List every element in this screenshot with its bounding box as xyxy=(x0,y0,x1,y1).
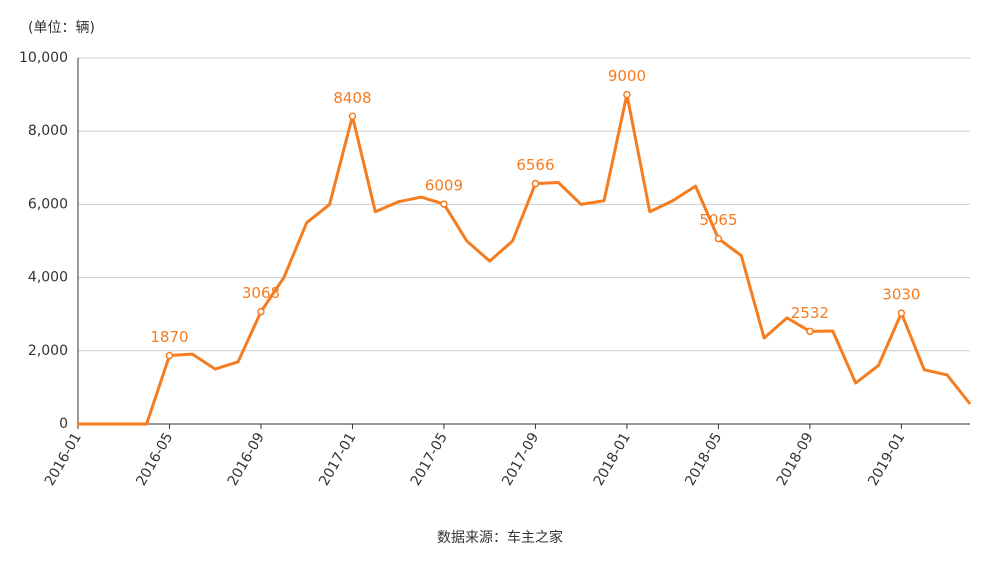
point xyxy=(348,112,357,121)
x-tick-label: 2017-05 xyxy=(408,430,451,489)
x-tick-label: 2016-09 xyxy=(225,430,268,489)
x-tick-label: 2018-01 xyxy=(591,430,634,489)
point xyxy=(623,90,631,99)
point xyxy=(714,234,723,243)
y-tick-label: 4,000 xyxy=(28,270,68,286)
value-label: 1870 xyxy=(150,328,188,346)
y-tick-label: 2,000 xyxy=(28,343,68,359)
x-tick-label: 2016-01 xyxy=(42,430,85,489)
point xyxy=(531,179,540,188)
value-label: 8408 xyxy=(333,89,371,107)
line xyxy=(78,93,972,426)
x-tick-label: 2016-05 xyxy=(133,430,176,489)
value-label: 6566 xyxy=(516,156,554,174)
value-label: 6009 xyxy=(425,177,463,195)
value-label: 2532 xyxy=(791,304,829,322)
x-tick-label: 2018-05 xyxy=(682,430,725,489)
x-tick-label: 2018-09 xyxy=(774,430,817,489)
y-tick-label: 6,000 xyxy=(28,196,68,212)
point xyxy=(440,200,448,208)
source: 数据来源：车主之家 xyxy=(437,529,563,546)
point xyxy=(806,327,814,336)
y-tick-label: 10,000 xyxy=(19,50,68,66)
point xyxy=(897,309,906,317)
x-tick-label: 2017-01 xyxy=(316,430,359,489)
y-tick-label: 8,000 xyxy=(28,123,68,139)
unit-label: (单位：辆) xyxy=(28,20,95,36)
x-tick-label: 2019-01 xyxy=(865,430,908,489)
y-tick-label: 0 xyxy=(59,416,68,432)
point xyxy=(257,307,265,316)
value-label: 3030 xyxy=(882,286,920,304)
point xyxy=(165,351,174,360)
value-label: 3068 xyxy=(242,284,280,302)
x-tick-label: 2017-09 xyxy=(499,430,542,489)
value-label: 5065 xyxy=(699,211,737,229)
value-label: 9000 xyxy=(608,67,646,85)
